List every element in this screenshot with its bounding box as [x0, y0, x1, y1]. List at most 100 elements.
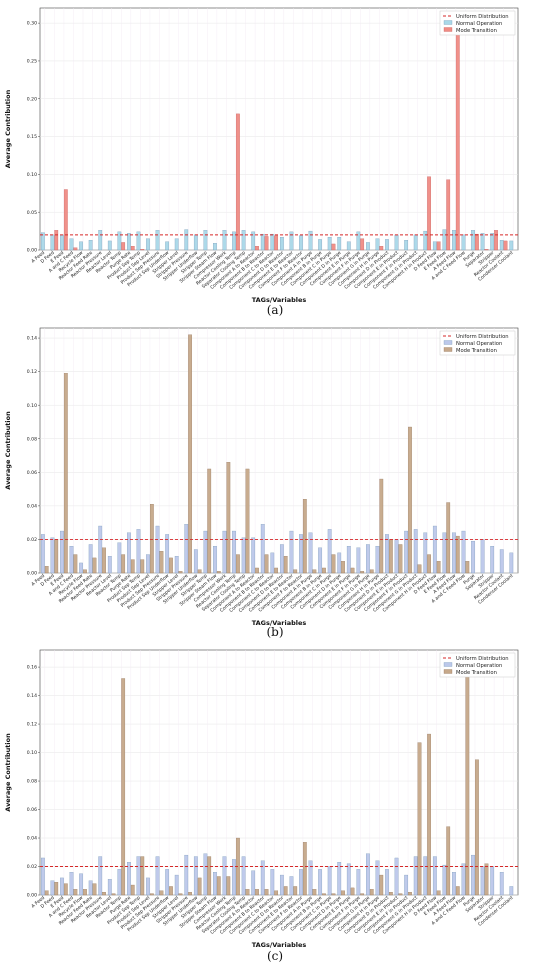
- bar-mode-transition: [159, 890, 164, 896]
- bar-normal-operation: [165, 534, 170, 574]
- bar-normal-operation: [471, 854, 475, 896]
- legend-transition-label: Mode Transition: [456, 28, 497, 34]
- bar-normal-operation: [471, 540, 475, 574]
- legend-uniform-label: Uniform Distribution: [456, 14, 509, 20]
- bar-normal-operation: [394, 234, 399, 251]
- bar-normal-operation: [452, 872, 456, 896]
- bar-normal-operation: [40, 857, 45, 896]
- bar-normal-operation: [251, 870, 256, 896]
- bar-normal-operation: [88, 544, 93, 574]
- bar-mode-transition: [44, 890, 49, 896]
- legend-box: [439, 10, 516, 36]
- bar-normal-operation: [337, 862, 342, 896]
- bar-mode-transition: [331, 554, 336, 574]
- bar-normal-operation: [366, 853, 370, 896]
- panel-c: 0.000.020.040.060.080.100.120.140.16A Fe…: [4, 649, 519, 963]
- bar-mode-transition: [475, 233, 479, 251]
- y-axis-title: Average Contribution: [4, 89, 12, 168]
- bar-normal-operation: [499, 549, 504, 574]
- bar-normal-operation: [88, 240, 93, 251]
- bar-normal-operation: [117, 869, 122, 896]
- bar-normal-operation: [308, 532, 313, 574]
- bar-mode-transition: [130, 559, 135, 574]
- bar-normal-operation: [509, 552, 514, 574]
- bar-mode-transition: [484, 249, 489, 251]
- legend-transition-label: Mode Transition: [456, 670, 497, 676]
- bar-normal-operation: [222, 230, 227, 251]
- y-tick-label: 0.15: [27, 134, 37, 140]
- bar-normal-operation: [270, 869, 275, 896]
- bar-normal-operation: [146, 238, 150, 251]
- bar-normal-operation: [117, 231, 122, 251]
- bar-normal-operation: [60, 877, 64, 896]
- bar-mode-transition: [140, 559, 145, 574]
- bar-normal-operation: [270, 233, 275, 251]
- bar-mode-transition: [369, 569, 374, 574]
- bar-normal-operation: [127, 532, 131, 574]
- bar-normal-operation: [232, 859, 236, 896]
- bar-normal-operation: [222, 856, 227, 896]
- bar-normal-operation: [203, 853, 208, 896]
- bar-mode-transition: [455, 886, 460, 896]
- bar-normal-operation: [136, 856, 141, 896]
- bar-normal-operation: [203, 230, 208, 251]
- bar-mode-transition: [398, 893, 403, 896]
- bar-normal-operation: [299, 235, 303, 251]
- y-tick-label: 0.00: [27, 893, 37, 899]
- legend-uniform-label: Uniform Distribution: [456, 656, 509, 662]
- y-axis-title: Average Contribution: [4, 411, 12, 490]
- bar-normal-operation: [442, 229, 447, 251]
- bar-mode-transition: [130, 246, 135, 251]
- bar-normal-operation: [404, 874, 409, 896]
- bar-mode-transition: [226, 462, 231, 574]
- plot-area: [39, 7, 519, 251]
- bar-mode-transition: [73, 247, 78, 251]
- bar-mode-transition: [178, 893, 183, 896]
- bar-mode-transition: [350, 887, 355, 896]
- x-axis-title: TAGs/Variables: [252, 296, 307, 304]
- bar-mode-transition: [360, 893, 365, 896]
- bar-mode-transition: [417, 564, 422, 574]
- y-tick-label: 0.12: [27, 722, 37, 728]
- plot-area: [39, 327, 519, 574]
- legend-normal-label: Normal Operation: [456, 663, 502, 669]
- bar-mode-transition: [149, 504, 154, 574]
- bar-normal-operation: [375, 546, 380, 574]
- bar-normal-operation: [98, 230, 103, 251]
- bar-mode-transition: [388, 892, 393, 896]
- bar-normal-operation: [289, 530, 294, 574]
- bar-normal-operation: [432, 856, 437, 896]
- bar-mode-transition: [475, 759, 479, 896]
- legend-transition-label: Mode Transition: [456, 348, 497, 354]
- bar-mode-transition: [350, 567, 355, 574]
- bar-normal-operation: [375, 238, 380, 251]
- bar-mode-transition: [331, 243, 336, 251]
- bar-normal-operation: [146, 877, 150, 896]
- y-tick-label: 0.10: [27, 750, 37, 756]
- y-tick-label: 0.02: [27, 864, 37, 870]
- bar-normal-operation: [385, 534, 389, 574]
- bar-normal-operation: [117, 542, 122, 574]
- bar-normal-operation: [318, 869, 322, 896]
- bar-mode-transition: [465, 674, 470, 896]
- legend-box: [439, 652, 516, 678]
- bar-mode-transition: [274, 235, 279, 251]
- bar-mode-transition: [255, 246, 259, 251]
- bar-normal-operation: [60, 530, 64, 574]
- bar-mode-transition: [455, 535, 460, 574]
- bar-mode-transition: [446, 826, 451, 896]
- bar-normal-operation: [413, 234, 418, 251]
- bar-normal-operation: [404, 240, 409, 251]
- bar-mode-transition: [140, 249, 145, 251]
- legend-normal-swatch: [443, 340, 453, 345]
- y-tick-label: 0.06: [27, 807, 37, 813]
- bar-mode-transition: [102, 892, 106, 896]
- bar-mode-transition: [236, 113, 240, 251]
- bar-normal-operation: [346, 241, 351, 251]
- bar-normal-operation: [127, 862, 131, 896]
- bar-normal-operation: [79, 241, 83, 251]
- bar-mode-transition: [54, 230, 59, 251]
- bar-mode-transition: [417, 742, 422, 896]
